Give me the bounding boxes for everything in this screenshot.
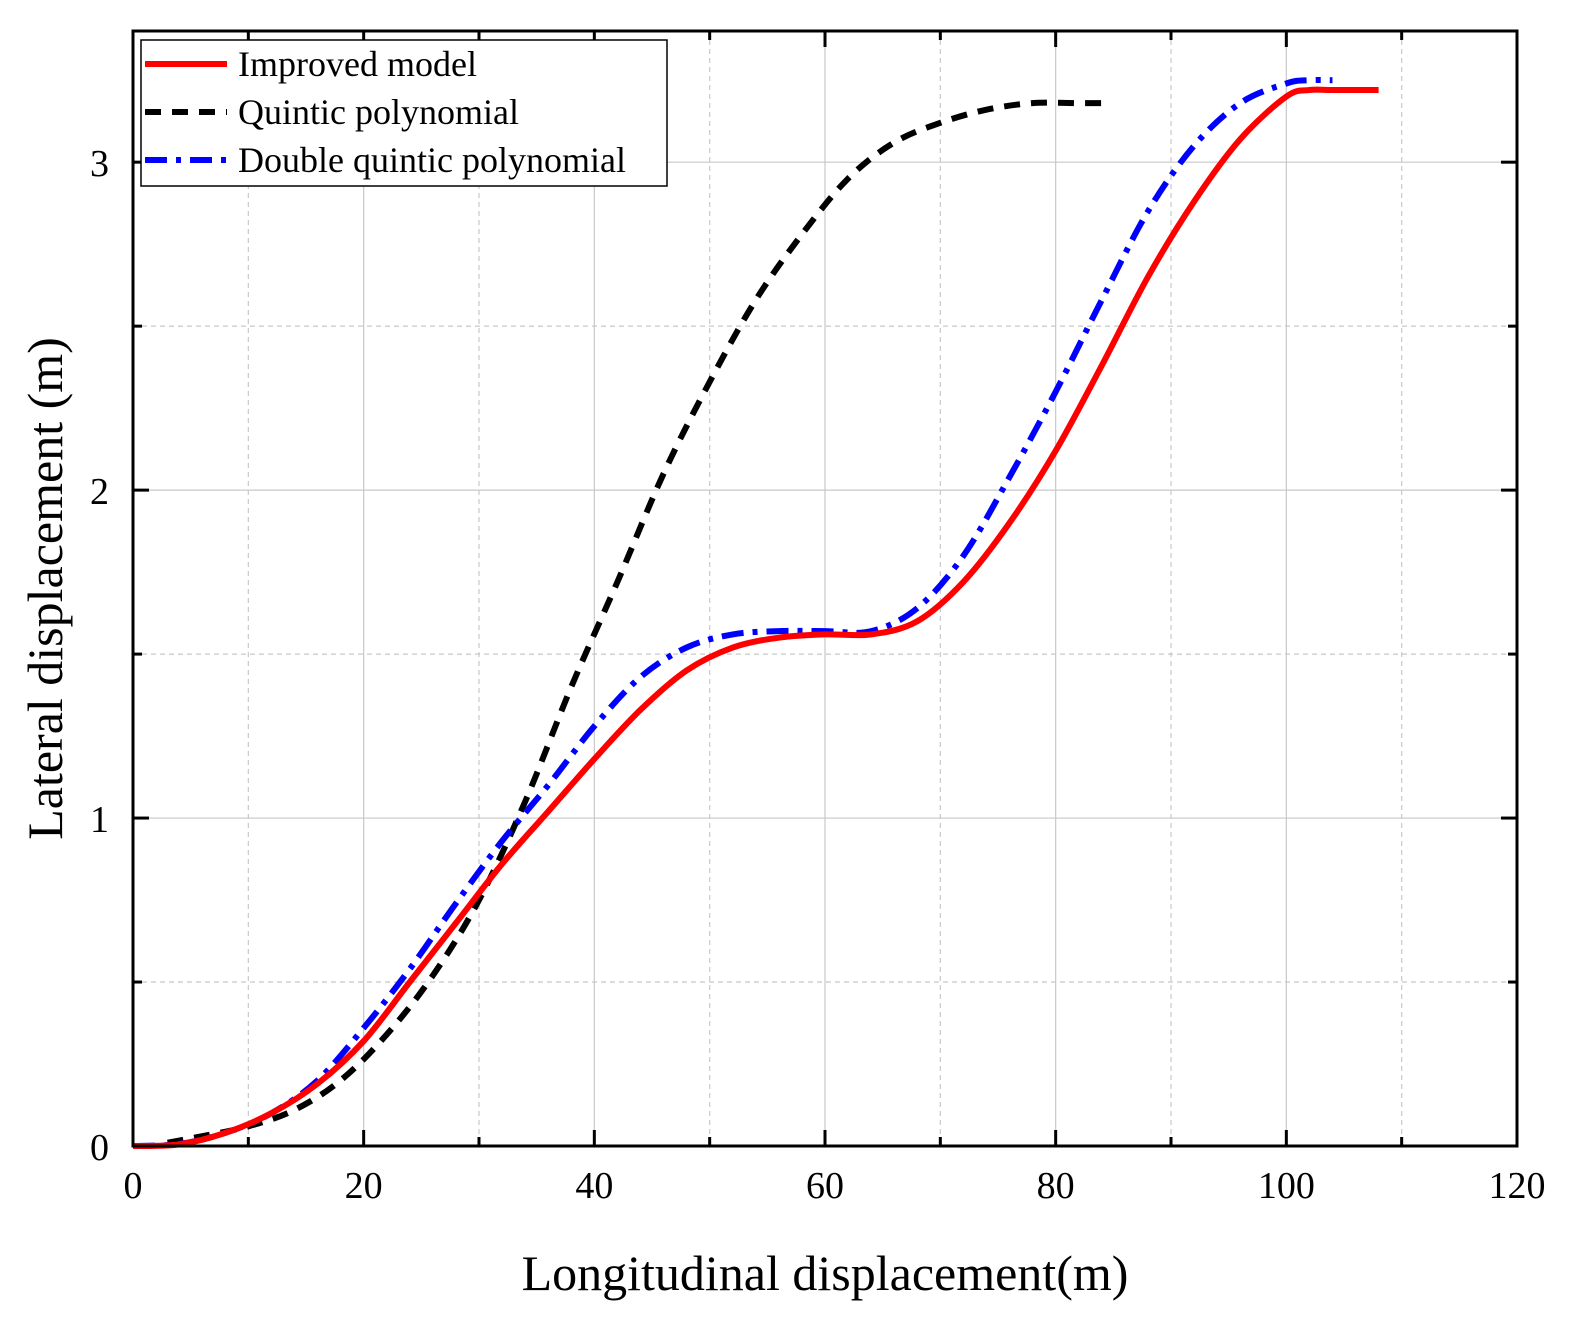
legend-box	[140, 39, 668, 187]
x-tick-label: 20	[345, 1165, 383, 1207]
y-tick-label: 0	[90, 1127, 109, 1169]
x-tick-label: 60	[806, 1165, 844, 1207]
x-tick-label: 120	[1489, 1165, 1546, 1207]
y-axis-title: Lateral displacement (m)	[17, 337, 73, 840]
y-tick-label: 2	[90, 471, 109, 513]
series-line-improved-model	[132, 86, 1379, 1149]
legend-label-double-quintic-polynomial: Double quintic polynomial	[238, 140, 626, 180]
y-tick-label: 1	[90, 799, 109, 841]
x-tick-label: 40	[575, 1165, 613, 1207]
x-tick-label: 100	[1258, 1165, 1315, 1207]
legend-label-quintic-polynomial: Quintic polynomial	[238, 92, 519, 132]
series-line-double-quintic-polynomial	[132, 76, 1333, 1149]
axis-ticks: 0 20 40 60 80 100 120 0 1 2 3	[90, 31, 1546, 1207]
plot-series	[132, 76, 1379, 1149]
x-axis-title: Longitudinal displacement(m)	[522, 1245, 1129, 1301]
legend-label-improved-model: Improved model	[238, 44, 477, 84]
series-line-quintic-polynomial	[167, 99, 1102, 1146]
x-tick-label: 80	[1037, 1165, 1075, 1207]
legend: Improved model Quintic polynomial Double q…	[140, 39, 668, 187]
x-tick-label: 0	[124, 1165, 143, 1207]
y-tick-label: 3	[90, 143, 109, 185]
